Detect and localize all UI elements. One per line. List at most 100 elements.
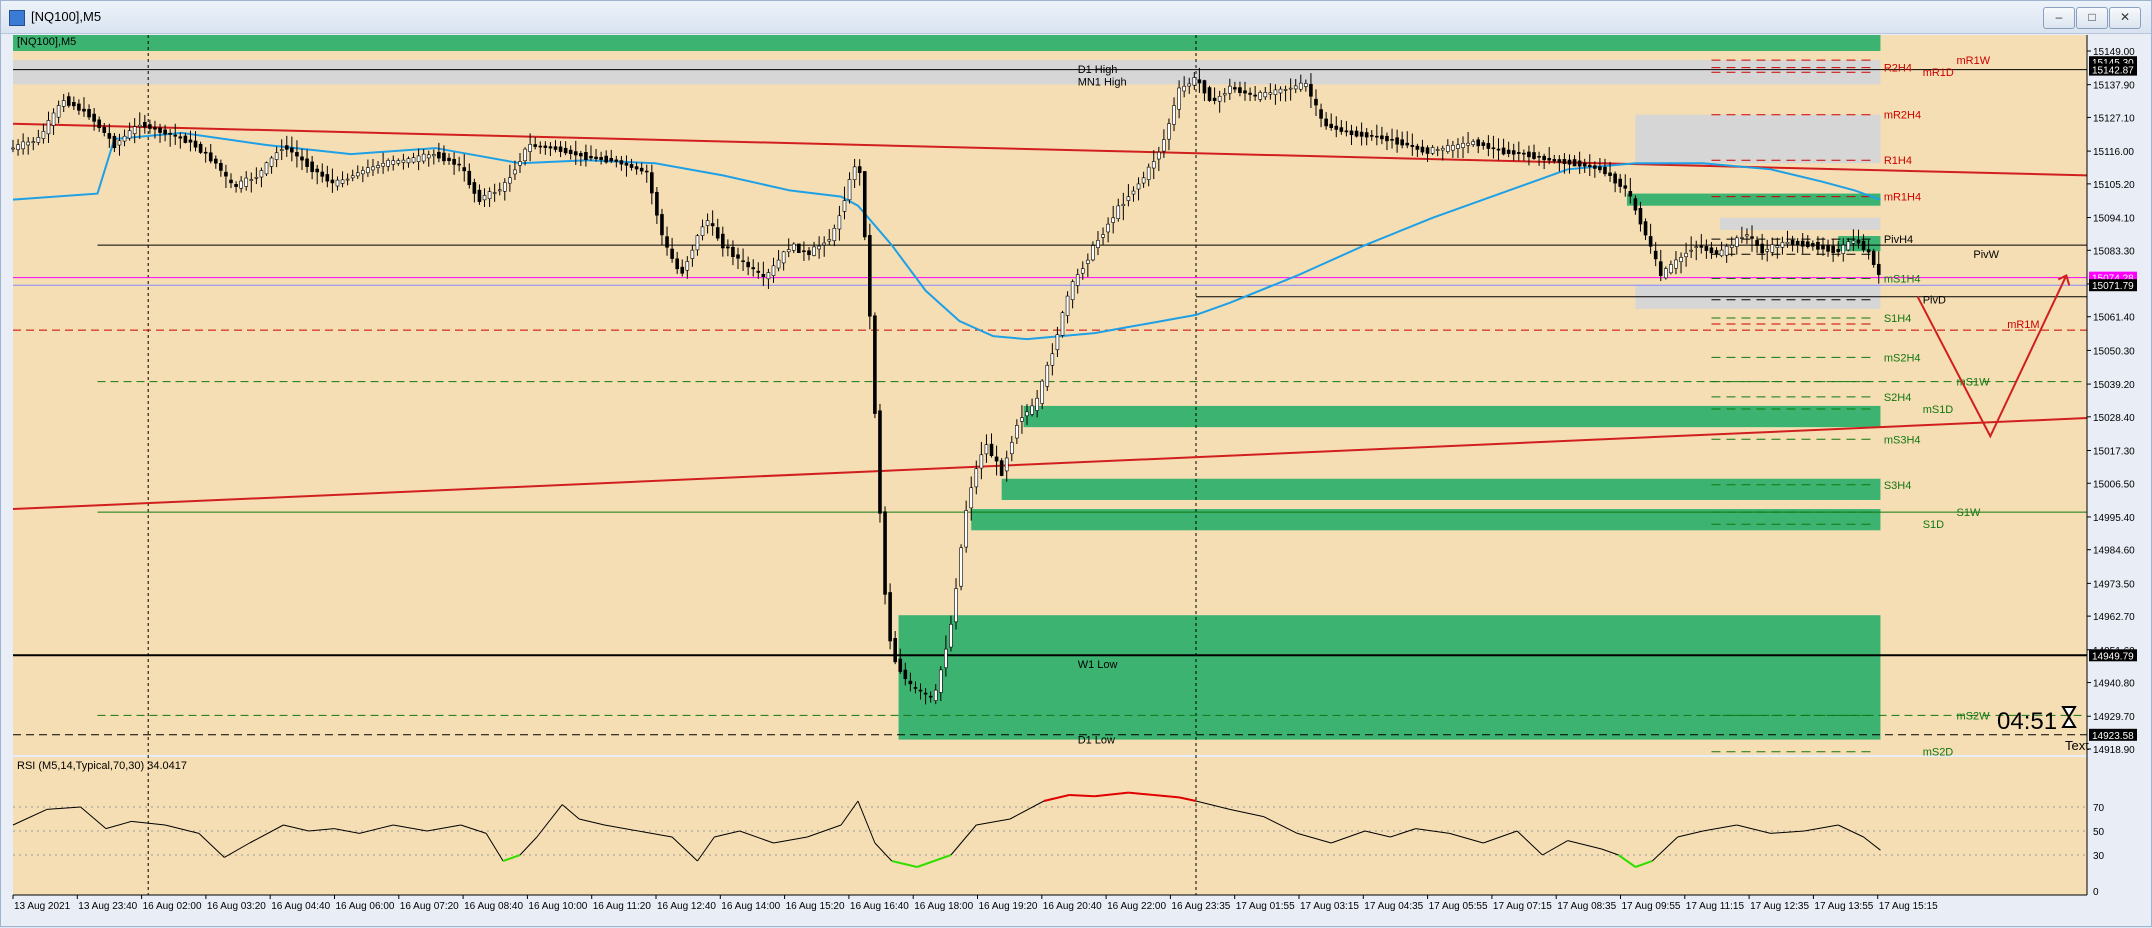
candle-body	[837, 215, 842, 230]
candle-body	[705, 220, 710, 226]
candle-body	[1826, 244, 1830, 252]
candle-body	[1309, 83, 1313, 97]
candle-body	[1415, 145, 1420, 150]
candle-body	[1486, 143, 1491, 149]
minimize-button[interactable]: –	[2043, 7, 2075, 29]
candle-body	[589, 155, 593, 159]
candle-body	[305, 158, 309, 167]
candle-body	[320, 171, 325, 177]
time-tick-label: 16 Aug 06:00	[336, 901, 395, 912]
candle-body	[249, 179, 254, 181]
price-tag	[2089, 279, 2137, 292]
time-tick-label: 16 Aug 19:20	[979, 901, 1038, 912]
candle-body	[1283, 89, 1288, 91]
candle-body	[923, 692, 928, 695]
candle-body	[350, 175, 355, 179]
candle-body	[1770, 244, 1775, 253]
candle-body	[1329, 123, 1333, 129]
candle-body	[153, 127, 157, 130]
candle-body	[1116, 205, 1121, 219]
price-tick-label: 15050.30	[2093, 346, 2135, 357]
candle-body	[1532, 152, 1536, 159]
time-tick-label: 17 Aug 11:15	[1686, 901, 1745, 912]
candle-body	[1618, 178, 1622, 187]
candle-body	[97, 119, 101, 129]
candle-body	[355, 172, 360, 177]
time-tick-label: 17 Aug 03:15	[1300, 901, 1359, 912]
rsi-tick-label: 50	[2093, 827, 2105, 838]
rsi-line-segment	[1153, 794, 1180, 799]
candle-body	[690, 249, 695, 259]
candle-body	[1030, 405, 1034, 415]
candle-body	[1527, 151, 1531, 158]
candle-body	[345, 178, 350, 181]
pivot-level-label: mR1M	[2007, 319, 2039, 331]
price-tick-label: 15083.30	[2093, 246, 2135, 257]
maximize-button[interactable]: □	[2076, 7, 2108, 29]
candle-body	[1060, 312, 1065, 336]
candle-body	[300, 156, 304, 161]
rsi-line-segment	[460, 824, 487, 834]
pivot-level-label: mS1D	[1923, 404, 1954, 416]
candle-body	[452, 158, 456, 165]
pivot-level-label: PivW	[1973, 249, 1999, 261]
time-tick-label: 16 Aug 15:20	[786, 901, 845, 912]
rsi-line-segment	[198, 833, 225, 858]
rsi-line-segment	[105, 820, 132, 830]
rsi-line-segment	[308, 828, 335, 832]
candle-body	[1699, 245, 1704, 248]
candle-body	[1304, 83, 1308, 87]
rsi-line-segment	[1863, 836, 1881, 851]
time-tick-label: 17 Aug 01:55	[1236, 901, 1295, 912]
candle-body	[847, 179, 852, 201]
candle-body	[1233, 87, 1237, 90]
candle-body	[1207, 87, 1212, 101]
candle-body	[513, 169, 517, 175]
price-tick-label: 15039.20	[2093, 380, 2135, 391]
rsi-tick-label: 30	[2093, 851, 2105, 862]
rsi-line-segment	[807, 824, 842, 838]
candle-body	[467, 170, 472, 186]
rsi-line-segment	[1651, 836, 1678, 862]
candle-body	[797, 243, 801, 254]
candle-body	[290, 147, 294, 153]
candle-body	[908, 680, 913, 685]
pivot-level-label: S1D	[1923, 519, 1944, 531]
candle-body	[1126, 196, 1131, 201]
candle-body	[878, 410, 882, 514]
candle-body	[1136, 183, 1141, 190]
time-tick-label: 17 Aug 12:35	[1750, 901, 1809, 912]
candle-body	[92, 113, 96, 122]
price-zone	[13, 35, 1881, 51]
rsi-line-segment	[1449, 832, 1484, 844]
close-button[interactable]: ✕	[2109, 7, 2141, 29]
candle-body	[710, 223, 715, 227]
candle-body	[1141, 177, 1146, 184]
candle-body	[1177, 87, 1181, 110]
candle-body	[1111, 217, 1115, 223]
candle-body	[893, 638, 897, 663]
candle-body	[807, 250, 811, 256]
candle-body	[447, 157, 451, 161]
candle-body	[1876, 263, 1881, 275]
rsi-line-segment	[1009, 800, 1045, 820]
pivot-level-label: mS1H4	[1884, 274, 1921, 286]
candle-body	[1268, 92, 1273, 95]
price-tick-label: 15061.40	[2093, 313, 2135, 324]
candle-body	[61, 100, 66, 107]
rsi-line-segment	[485, 833, 504, 862]
pivot-level-label: S3H4	[1884, 480, 1912, 492]
candle-body	[1587, 164, 1592, 168]
rsi-line-segment	[671, 836, 698, 862]
candle-body	[1435, 149, 1440, 151]
candle-body	[244, 177, 249, 187]
candle-body	[1385, 135, 1389, 142]
candle-body	[1542, 155, 1546, 161]
corner-text: Text	[2065, 738, 2089, 753]
candle-body	[198, 143, 203, 153]
candle-body	[644, 170, 649, 173]
candle-body	[614, 159, 619, 162]
candle-body	[1572, 159, 1577, 167]
candle-body	[558, 146, 563, 152]
